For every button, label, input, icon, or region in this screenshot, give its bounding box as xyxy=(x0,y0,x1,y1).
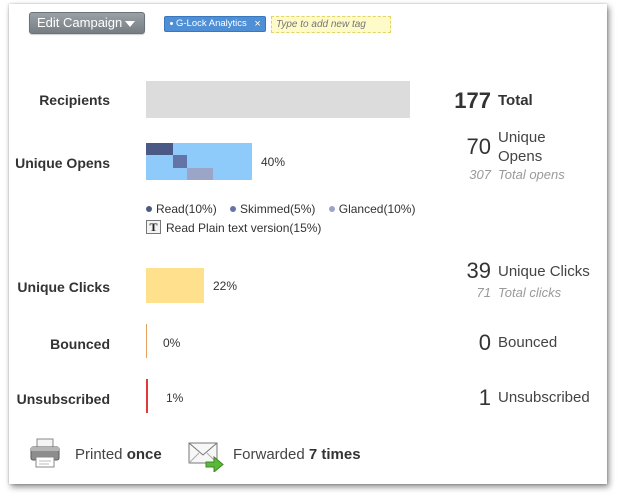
recipients-label: Recipients xyxy=(39,92,110,108)
unique-opens-count-label-2: Opens xyxy=(498,148,543,165)
legend-skimmed-label: Skimmed(5%) xyxy=(240,202,316,216)
glanced-dot-icon xyxy=(328,206,335,212)
unique-clicks-count-label: Unique Clicks xyxy=(498,263,590,280)
printed-prefix: Printed xyxy=(75,446,123,463)
unsubscribed-label: Unsubscribed xyxy=(16,391,110,407)
unique-clicks-bar xyxy=(146,268,204,303)
skimmed-segment xyxy=(173,155,187,168)
legend-glanced: Glanced(10%) xyxy=(328,202,416,216)
total-opens-number: 307 xyxy=(469,167,491,182)
unique-opens-bar xyxy=(146,143,252,180)
printer-icon xyxy=(28,436,62,470)
printed-value: once xyxy=(126,446,162,463)
unique-clicks-percent: 22% xyxy=(213,279,238,293)
tag-chip[interactable]: G-Lock Analytics × xyxy=(164,16,266,32)
total-opens-label: Total opens xyxy=(498,167,565,182)
legend-glanced-label: Glanced(10%) xyxy=(338,202,416,216)
bounced-count: 0 xyxy=(478,330,491,355)
tag-label: G-Lock Analytics xyxy=(176,18,247,29)
read-dot-icon xyxy=(146,206,152,212)
forwarded-prefix: Forwarded xyxy=(233,446,305,463)
unsubscribed-count-label: Unsubscribed xyxy=(498,389,590,406)
bounced-label: Bounced xyxy=(50,336,110,352)
forwarded-value: 7 times xyxy=(308,446,361,463)
tag-input[interactable] xyxy=(271,16,391,33)
unsubscribed-bar xyxy=(146,379,148,413)
unique-clicks-label: Unique Clicks xyxy=(17,279,110,295)
printed-text: Printed once xyxy=(75,446,162,463)
legend-read-label: Read(10%) xyxy=(156,202,217,216)
plain-text-label: Read Plain text version(15%) xyxy=(166,221,322,235)
total-clicks-number: 71 xyxy=(476,285,491,300)
forwarded-text: Forwarded 7 times xyxy=(233,446,361,463)
unique-opens-count-label-1: Unique xyxy=(498,129,546,146)
tag-remove-icon[interactable]: × xyxy=(254,18,261,30)
recipients-bar xyxy=(146,81,410,118)
bounced-count-label: Bounced xyxy=(498,334,558,351)
email-forward-icon xyxy=(187,440,225,474)
unique-opens-label: Unique Opens xyxy=(15,155,110,171)
tag-dot-icon xyxy=(170,21,173,25)
skimmed-dot-icon xyxy=(230,206,237,212)
unique-opens-percent: 40% xyxy=(261,155,286,169)
glanced-segment xyxy=(187,168,213,180)
opens-legend: Read(10%) Skimmed(5%) Glanced(10%) xyxy=(146,202,425,216)
unique-clicks-count: 39 xyxy=(466,258,491,283)
recipients-total-label: Total xyxy=(498,92,533,109)
unsubscribed-percent: 1% xyxy=(166,391,184,405)
campaign-stats-panel: Edit Campaign G-Lock Analytics × Recipie… xyxy=(9,4,607,484)
edit-campaign-button[interactable]: Edit Campaign xyxy=(29,12,145,34)
unique-opens-count: 70 xyxy=(466,134,491,159)
read-segment xyxy=(146,143,173,155)
recipients-total-number: 177 xyxy=(454,88,491,113)
bounced-percent: 0% xyxy=(163,336,181,350)
unsubscribed-count: 1 xyxy=(478,385,491,410)
chevron-down-icon xyxy=(125,21,135,27)
legend-read: Read(10%) xyxy=(146,202,217,216)
bounced-bar xyxy=(146,324,147,358)
legend-skimmed: Skimmed(5%) xyxy=(230,202,315,216)
edit-campaign-label: Edit Campaign xyxy=(37,15,123,30)
total-clicks-label: Total clicks xyxy=(498,285,562,300)
plain-text-icon: T xyxy=(146,220,161,234)
